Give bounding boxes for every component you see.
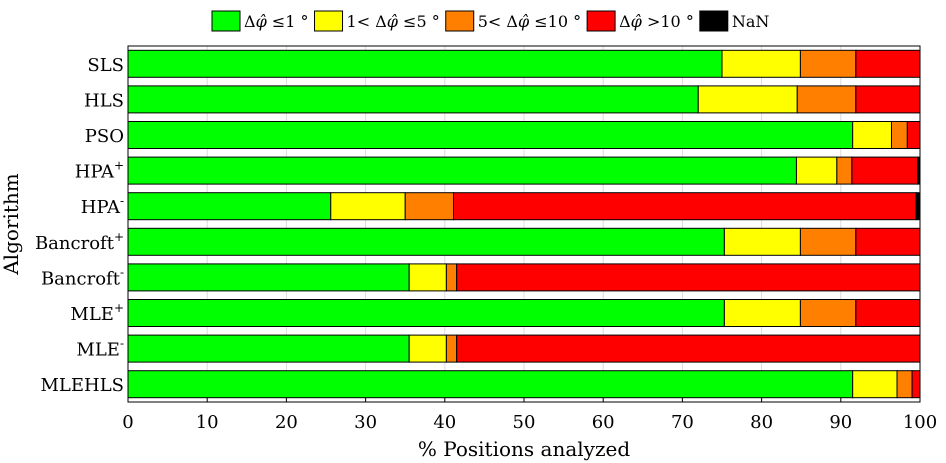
bar-segment <box>721 49 801 78</box>
legend-label: 5< Δφ̂ ≤10 ° <box>478 12 581 31</box>
legend: Δφ̂ ≤1 ° 1< Δφ̂ ≤5 ° 5< Δφ̂ ≤10 ° Δφ̂ >10 °… <box>211 10 770 32</box>
legend-swatch <box>445 10 475 32</box>
bar-segment <box>911 370 921 399</box>
bar-segment <box>896 370 913 399</box>
bar-segment <box>836 156 853 185</box>
bar-segment <box>855 85 921 114</box>
bar-segment <box>127 156 797 185</box>
bar-segment <box>799 227 857 256</box>
bar-segment <box>852 370 898 399</box>
legend-label: Δφ̂ ≤1 ° <box>244 12 309 31</box>
bar-segment <box>127 334 410 363</box>
y-axis-label: Algorithm <box>0 173 23 276</box>
bar-segment <box>697 85 798 114</box>
bar-segment <box>127 299 725 327</box>
bar-segment <box>408 334 447 363</box>
x-tick-label: 0 <box>122 412 133 433</box>
legend-label: 1< Δφ̂ ≤5 ° <box>347 12 440 31</box>
bar-segment <box>330 192 406 221</box>
bar-segment <box>855 299 921 327</box>
legend-swatch <box>586 10 616 32</box>
x-tick-label: 20 <box>275 412 298 433</box>
bar-segment <box>799 49 857 78</box>
bar-segment <box>851 156 919 185</box>
x-tick-label: 30 <box>354 412 377 433</box>
x-tick-label: 40 <box>433 412 456 433</box>
bar-segment <box>127 227 725 256</box>
y-tick-label: HPA+ <box>75 159 124 183</box>
legend-swatch <box>699 10 729 32</box>
bar-segment <box>906 121 921 149</box>
bar-segment <box>127 263 410 292</box>
x-tick-label: 60 <box>592 412 615 433</box>
bar-segment <box>456 263 921 292</box>
legend-label: Δφ̂ >10 ° <box>619 12 694 31</box>
bar-segment <box>445 334 458 363</box>
bar-segment <box>127 121 854 149</box>
y-tick-label: MLE+ <box>70 301 124 325</box>
bar-segment <box>127 49 723 78</box>
bar-segment <box>127 192 332 221</box>
bar-segment <box>453 192 917 221</box>
bar-segment <box>723 227 801 256</box>
bar-segment <box>799 299 857 327</box>
y-tick-label: Bancroft+ <box>35 230 124 254</box>
x-axis-label: % Positions analyzed <box>418 437 630 461</box>
bar-segment <box>890 121 908 149</box>
bar-segment <box>408 263 447 292</box>
legend-swatch <box>211 10 241 32</box>
x-tick-label: 90 <box>829 412 852 433</box>
x-tick-label: 100 <box>903 412 937 433</box>
bar-segment <box>445 263 458 292</box>
y-tick-label: HPA- <box>81 194 124 218</box>
bar-segment <box>456 334 921 363</box>
y-tick-label: PSO <box>85 126 124 147</box>
y-tick-label: Bancroft- <box>41 265 124 289</box>
bar-segment <box>852 121 892 149</box>
legend-label: NaN <box>732 12 770 31</box>
x-tick-label: 80 <box>750 412 773 433</box>
y-tick-labels: SLS HLS PSO HPA+ HPA- Bancroft+ Bancroft- MLE+ M… <box>35 55 124 396</box>
y-tick-label: MLE- <box>76 337 124 361</box>
y-tick-label: SLS <box>87 55 124 76</box>
plot-frame <box>127 45 921 403</box>
x-tick-label: 50 <box>513 412 536 433</box>
legend-swatch <box>314 10 344 32</box>
x-tick-label: 10 <box>196 412 219 433</box>
x-tick-label: 70 <box>671 412 694 433</box>
bar-segment <box>855 49 921 78</box>
bar-segment <box>915 192 921 221</box>
bar-segment <box>723 299 801 327</box>
x-tick-labels: 0 10 20 30 40 50 60 70 80 90 100 <box>122 412 937 433</box>
bar-segment <box>855 227 921 256</box>
bar-segment <box>404 192 455 221</box>
bar-segment <box>127 85 699 114</box>
bar-segment <box>796 85 857 114</box>
bar-segment <box>795 156 838 185</box>
bar-segment <box>127 370 854 399</box>
y-tick-label: HLS <box>84 90 124 111</box>
bars <box>127 49 921 399</box>
y-tick-label: MLEHLS <box>40 375 124 396</box>
